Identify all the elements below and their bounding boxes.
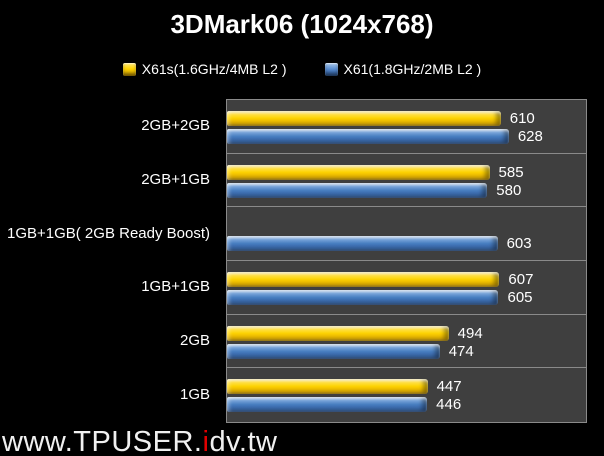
chart-title: 3DMark06 (1024x768) [170,9,434,39]
category-label: 1GB [179,385,210,403]
watermark-prefix: www.TPUSER. [2,426,203,456]
bar-value-label: 605 [507,289,533,306]
bar-x61s [227,272,500,287]
category-label: 1GB+1GB [141,278,210,296]
legend: X61s(1.6GHz/4MB L2 ) X61(1.8GHz/2MB L2 ) [0,61,604,77]
watermark-highlight: i [202,426,210,456]
bar-line: 607 [227,271,586,288]
watermark-suffix: dv.tw [209,426,278,456]
bar-line: 474 [227,342,586,360]
category-label: 1GB+1GB( 2GB Ready Boost) [6,224,210,242]
legend-swatch-icon [122,62,136,76]
bar-value-label: 580 [496,181,522,199]
bar-value-label: 447 [436,378,462,396]
chart-row: 603 [227,207,586,261]
bar-value-label: 628 [517,128,543,145]
bar-x61 [227,343,440,359]
chart-row: 610 628 [227,100,586,154]
bar-line: 585 [227,163,586,181]
bar-x61s [227,325,449,341]
bar-line: 446 [227,396,586,414]
watermark: www.TPUSER.idv.tw [2,426,277,456]
bar-value-label: 610 [509,110,535,127]
legend-item: X61(1.8GHz/2MB L2 ) [324,61,482,77]
chart-row: 607 605 [227,261,586,315]
chart-row: 494 474 [227,315,586,369]
bar-x61 [227,182,488,198]
legend-item: X61s(1.6GHz/4MB L2 ) [122,61,287,77]
bar-value-label: 494 [457,324,483,342]
bar-x61s [227,379,428,395]
bar-x61 [227,129,509,144]
category-label: 2GB+2GB [141,117,210,135]
bar-line: 447 [227,378,586,396]
category-label: 2GB [179,331,210,349]
plot-area: 610 628 585 580 603 607 605 494 474 447 446 [226,99,587,423]
legend-label: X61(1.8GHz/2MB L2 ) [343,61,482,77]
chart-row: 585 580 [227,154,586,208]
bar-line: 494 [227,324,586,342]
bar-value-label: 446 [436,396,462,414]
bar-x61s [227,111,501,126]
bar-x61 [227,290,499,305]
bar-line: 610 [227,110,586,127]
bar-line: 628 [227,128,586,145]
chart-row: 447 446 [227,368,586,422]
legend-label: X61s(1.6GHz/4MB L2 ) [141,61,287,77]
bar-value-label: 474 [448,342,474,360]
bar-line: 603 [227,235,586,253]
category-axis: 2GB+2GB 2GB+1GB 1GB+1GB( 2GB Ready Boost) 1… [0,99,218,421]
bar-x61 [227,397,428,413]
bar-value-label: 603 [506,235,532,253]
bar-value-label: 585 [498,163,524,181]
legend-swatch-icon [324,62,338,76]
bar-value-label: 607 [508,271,534,288]
category-label: 2GB+1GB [141,170,210,188]
bar-x61s [227,164,490,180]
bar-line: 580 [227,181,586,199]
bar-x61 [227,236,498,252]
bar-line: 605 [227,289,586,306]
